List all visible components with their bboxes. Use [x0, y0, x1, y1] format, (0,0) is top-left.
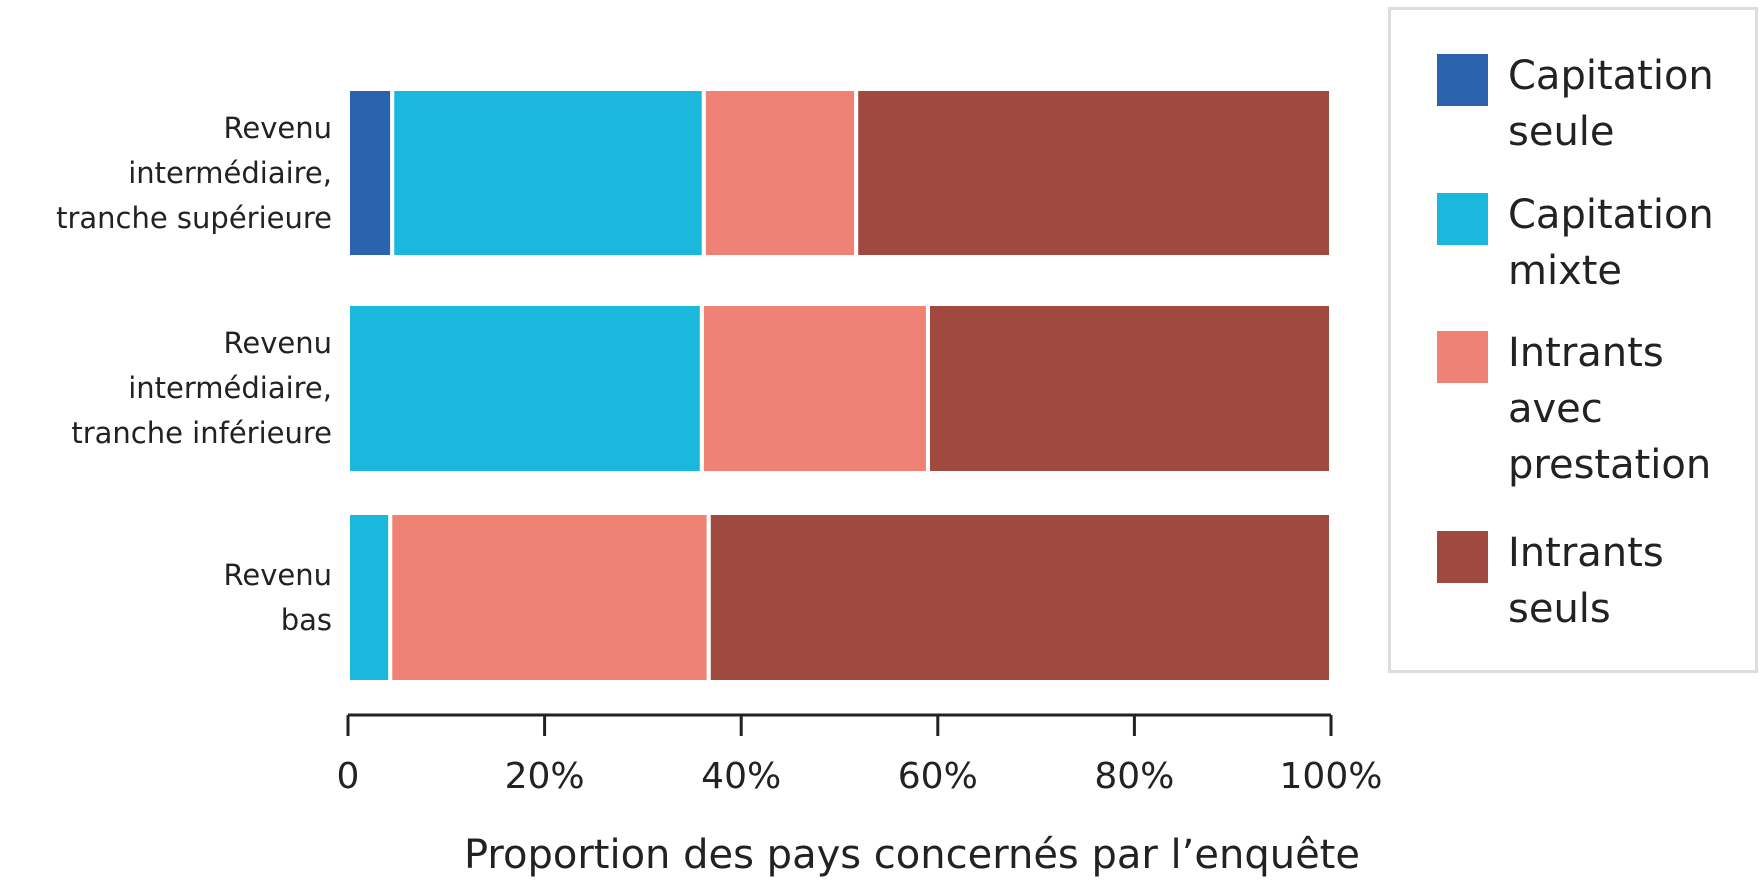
legend-swatch	[1437, 54, 1488, 106]
bar-segment	[346, 511, 393, 684]
x-tick-label: 0	[336, 756, 360, 797]
bar-segment	[706, 511, 1333, 684]
bar-segment	[390, 87, 706, 259]
legend-label: Capitation mixte	[1508, 192, 1714, 294]
legend-swatch	[1437, 331, 1488, 383]
x-tick-label: 40%	[701, 756, 782, 797]
x-tick-label: 100%	[1279, 756, 1383, 797]
bar-segment	[346, 302, 704, 475]
x-axis-title: Proportion des pays concernés par l’enqu…	[464, 832, 1360, 878]
y-tick-label: Revenu intermédiaire, tranche inférieure	[71, 326, 332, 450]
y-tick-label: Revenu intermédiaire, tranche supérieure	[56, 110, 332, 235]
y-tick-label: Revenu bas	[223, 557, 332, 637]
bar-segment	[854, 87, 1333, 259]
x-tick-label: 20%	[504, 756, 585, 797]
bar-segment	[388, 511, 711, 684]
legend	[1388, 7, 1758, 673]
bar-segment	[701, 87, 859, 259]
legend-label: Intrants avec prestation	[1508, 330, 1712, 488]
legend-label: Capitation seule	[1508, 53, 1714, 155]
legend-swatch	[1437, 193, 1488, 245]
legend-label: Intrants seuls	[1508, 530, 1664, 632]
x-tick-label: 60%	[897, 756, 978, 797]
legend-swatch	[1437, 531, 1488, 583]
bar-segment	[346, 87, 395, 259]
x-tick-label: 80%	[1094, 756, 1175, 797]
bar-segment	[699, 302, 930, 475]
bar-segment	[925, 302, 1333, 475]
